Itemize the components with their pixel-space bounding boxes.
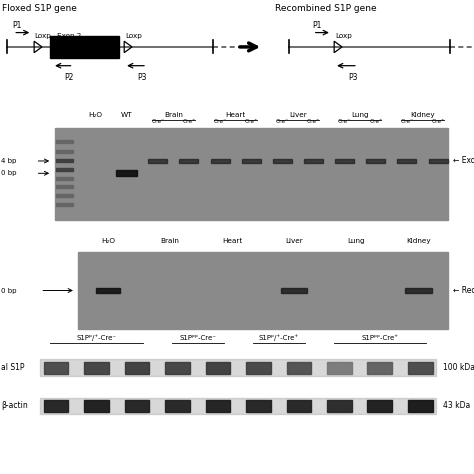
Text: Brain: Brain	[164, 112, 183, 118]
Text: Cre⁺: Cre⁺	[369, 119, 383, 125]
Text: 43 kDa: 43 kDa	[443, 401, 470, 410]
Bar	[210, 159, 229, 163]
Text: P1: P1	[312, 21, 321, 30]
Bar	[287, 401, 311, 411]
Bar	[50, 36, 118, 58]
Bar	[405, 288, 432, 293]
Bar	[428, 159, 447, 163]
Text: Cre⁻: Cre⁻	[151, 119, 164, 125]
Bar	[327, 401, 352, 411]
Text: H₂O: H₂O	[101, 238, 115, 245]
Bar	[304, 159, 323, 163]
Bar	[408, 401, 433, 411]
Bar	[327, 362, 352, 374]
Bar	[125, 401, 149, 411]
Bar	[55, 128, 448, 220]
Text: β-actin: β-actin	[1, 401, 27, 410]
Text: Liver: Liver	[289, 112, 307, 118]
Bar	[246, 401, 271, 411]
Bar	[44, 362, 68, 374]
Text: Loxp: Loxp	[336, 33, 353, 39]
Text: Kidney: Kidney	[406, 238, 431, 245]
Text: Loxp: Loxp	[34, 33, 51, 39]
Text: al S1P: al S1P	[1, 364, 25, 373]
Bar	[180, 159, 199, 163]
Bar	[78, 252, 448, 329]
Bar	[206, 362, 230, 374]
Text: S1Pᵖᵖ-Cre⁺: S1Pᵖᵖ-Cre⁺	[361, 336, 398, 341]
Bar	[367, 362, 392, 374]
Bar	[242, 159, 261, 163]
Text: WT: WT	[121, 112, 132, 118]
Text: 0 bp: 0 bp	[1, 288, 17, 293]
Bar	[116, 170, 137, 176]
Text: Exon 2: Exon 2	[57, 33, 81, 39]
Text: P1: P1	[12, 21, 21, 30]
Bar	[40, 398, 436, 413]
Bar	[367, 401, 392, 411]
Bar	[84, 401, 109, 411]
Text: Cre⁺: Cre⁺	[431, 119, 445, 125]
Bar	[56, 177, 73, 180]
Bar	[287, 362, 311, 374]
Bar	[56, 168, 73, 171]
Text: Cre⁻: Cre⁻	[401, 119, 414, 125]
Bar	[148, 159, 167, 163]
Bar	[56, 150, 73, 153]
Bar	[56, 185, 73, 188]
Text: Lung: Lung	[351, 112, 369, 118]
Text: 0 bp: 0 bp	[1, 170, 17, 176]
Text: Cre⁺: Cre⁺	[182, 119, 196, 125]
Text: Heart: Heart	[226, 112, 246, 118]
Text: S1Pᵖ/⁺-Cre⁺: S1Pᵖ/⁺-Cre⁺	[259, 335, 299, 341]
Text: Brain: Brain	[161, 238, 179, 245]
Bar	[206, 401, 230, 411]
Text: Liver: Liver	[285, 238, 303, 245]
Bar	[366, 159, 385, 163]
Bar	[125, 362, 149, 374]
Text: Recombined S1P gene: Recombined S1P gene	[275, 4, 376, 13]
Bar	[335, 159, 354, 163]
Bar	[40, 359, 436, 376]
Bar	[165, 401, 190, 411]
Text: ← Exon 2: ← Exon 2	[453, 156, 474, 165]
Bar	[44, 401, 68, 411]
Text: Cre⁺: Cre⁺	[245, 119, 258, 125]
Bar	[56, 159, 73, 163]
Bar	[398, 159, 417, 163]
Bar	[246, 362, 271, 374]
Text: S1Pᵖ/⁺-Cre⁻: S1Pᵖ/⁺-Cre⁻	[76, 335, 117, 341]
Text: ← Recomb: ← Recomb	[453, 286, 474, 295]
Text: Heart: Heart	[222, 238, 242, 245]
Bar	[96, 288, 119, 293]
Text: P2: P2	[64, 73, 73, 82]
Text: P3: P3	[348, 73, 358, 82]
Text: S1Pᵖᵖ-Cre⁻: S1Pᵖᵖ-Cre⁻	[179, 336, 216, 341]
Text: Cre⁻: Cre⁻	[213, 119, 227, 125]
Bar	[165, 362, 190, 374]
Bar	[408, 362, 433, 374]
Text: P3: P3	[137, 73, 147, 82]
Text: 4 bp: 4 bp	[1, 158, 16, 164]
Bar	[56, 194, 73, 197]
Text: 100 kDa: 100 kDa	[443, 364, 474, 373]
Text: Lung: Lung	[347, 238, 365, 245]
Bar	[56, 140, 73, 143]
Bar	[273, 159, 292, 163]
Text: Cre⁻: Cre⁻	[338, 119, 351, 125]
Bar	[84, 362, 109, 374]
Text: Cre⁻: Cre⁻	[276, 119, 289, 125]
Bar	[281, 288, 308, 293]
Bar	[56, 202, 73, 206]
Text: Loxp: Loxp	[126, 33, 143, 39]
Text: Floxed S1P gene: Floxed S1P gene	[2, 4, 77, 13]
Text: H₂O: H₂O	[89, 112, 102, 118]
Text: Kidney: Kidney	[410, 112, 435, 118]
Text: Cre⁺: Cre⁺	[307, 119, 320, 125]
